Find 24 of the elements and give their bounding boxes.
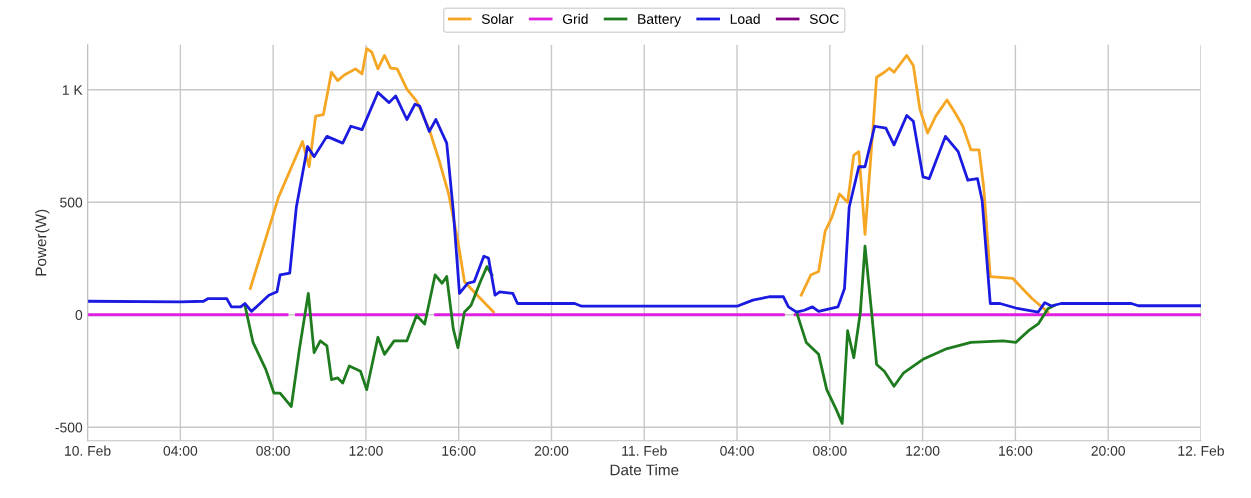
y-tick-label: -500: [55, 422, 83, 433]
legend-label: Grid: [562, 13, 588, 24]
y-tick-label: 500: [60, 197, 83, 208]
x-tick-label: 12:00: [349, 445, 383, 456]
x-tick-label: 04:00: [163, 445, 198, 456]
x-tick-label: 12. Feb: [1178, 445, 1224, 456]
y-tick-label: 0: [75, 310, 83, 320]
legend-label: Solar: [481, 13, 514, 24]
y-tick-label: 1 K: [62, 85, 83, 95]
x-axis-title: Date Time: [610, 464, 679, 476]
x-tick-label: 20:00: [534, 445, 569, 456]
x-tick-label: 08:00: [813, 445, 847, 456]
x-tick-label: 04:00: [720, 445, 754, 456]
x-tick-label: 12:00: [906, 445, 940, 456]
legend-label: Load: [730, 13, 760, 24]
y-axis-title: Power(W): [35, 209, 50, 276]
x-tick-label: 11. Feb: [622, 445, 667, 456]
x-tick-label: 08:00: [256, 445, 290, 456]
x-tick-label: 10. Feb: [65, 445, 111, 456]
x-tick-label: 20:00: [1091, 445, 1126, 456]
legend-label: SOC: [809, 14, 839, 24]
x-tick-label: 16:00: [442, 445, 476, 456]
legend-label: Battery: [638, 14, 682, 27]
x-tick-label: 16:00: [999, 445, 1033, 456]
